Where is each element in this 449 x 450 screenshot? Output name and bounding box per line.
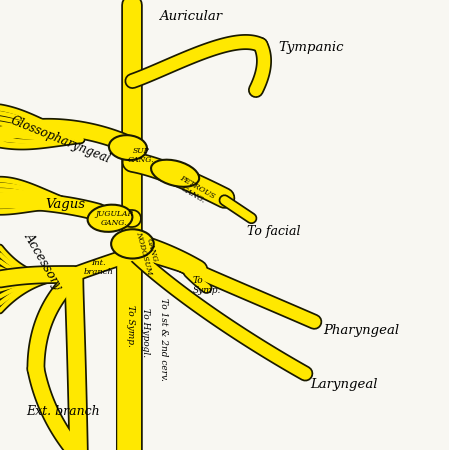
Ellipse shape <box>109 135 147 160</box>
Text: Int.
branch: Int. branch <box>84 259 114 276</box>
Text: SUP
GANG.: SUP GANG. <box>128 147 155 164</box>
Text: Glossopharyngeal: Glossopharyngeal <box>9 113 113 166</box>
Text: To Hypogl.: To Hypogl. <box>141 308 150 358</box>
Text: Pharyngeal: Pharyngeal <box>323 324 400 337</box>
Text: Tympanic: Tympanic <box>278 41 344 54</box>
Ellipse shape <box>88 205 132 232</box>
Ellipse shape <box>151 160 199 187</box>
Text: Ext. branch: Ext. branch <box>26 405 100 418</box>
Text: To 1st & 2nd cerv.: To 1st & 2nd cerv. <box>159 298 168 381</box>
Text: GANG.
NODOSUM: GANG. NODOSUM <box>134 228 162 276</box>
Text: JUGULAR
GANG.: JUGULAR GANG. <box>95 210 134 227</box>
Ellipse shape <box>111 230 154 258</box>
Text: Auricular: Auricular <box>159 10 223 23</box>
Text: To
Symp.: To Symp. <box>193 276 221 296</box>
Text: Vagus: Vagus <box>45 198 85 211</box>
Text: Accessory: Accessory <box>22 230 66 292</box>
Text: To Symp.: To Symp. <box>126 305 135 347</box>
Text: PETROUS
GANG.: PETROUS GANG. <box>174 174 217 208</box>
Text: Laryngeal: Laryngeal <box>310 378 377 391</box>
Text: To facial: To facial <box>247 225 300 238</box>
